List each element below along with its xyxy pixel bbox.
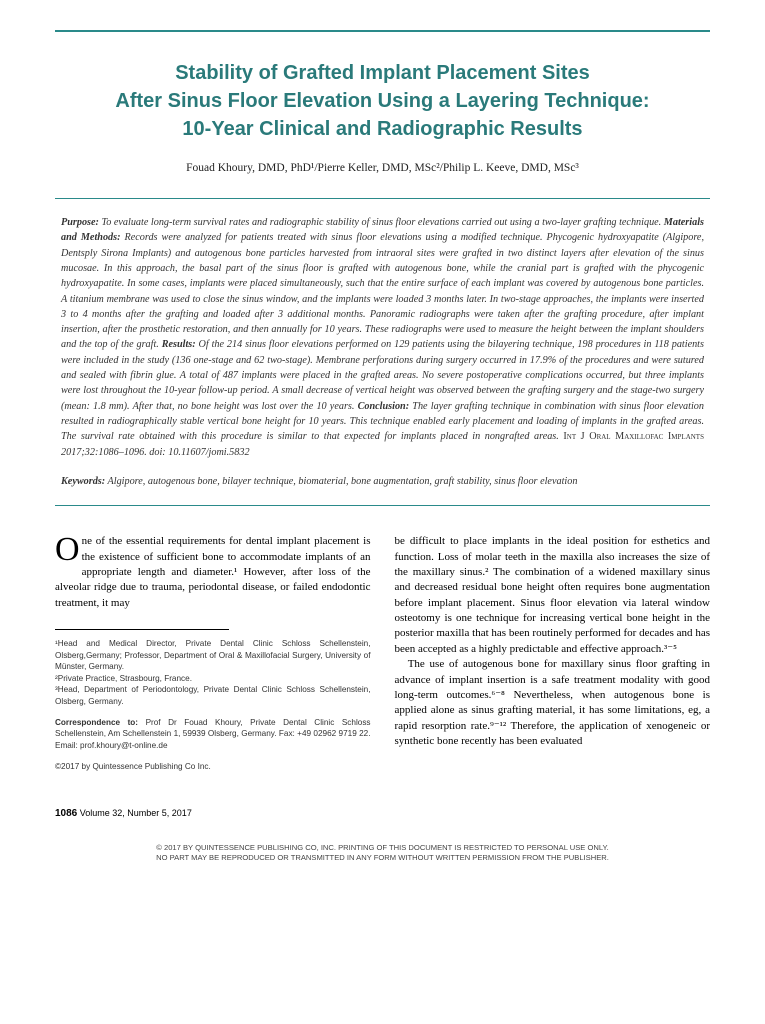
methods-text: Records were analyzed for patients treat… — [61, 232, 704, 350]
keywords-label: Keywords: — [61, 476, 105, 487]
title-line-3: 10-Year Clinical and Radiographic Result… — [55, 116, 710, 142]
affil-3: ³Head, Department of Periodontology, Pri… — [55, 684, 371, 707]
copyright-small: ©2017 by Quintessence Publishing Co Inc. — [55, 761, 371, 772]
title-line-2: After Sinus Floor Elevation Using a Laye… — [55, 88, 710, 114]
body-columns: One of the essential requirements for de… — [55, 534, 710, 773]
affil-2: ²Private Practice, Strasbourg, France. — [55, 673, 371, 684]
purpose-label: Purpose: — [61, 217, 99, 228]
intro-paragraph-right-2: The use of autogenous bone for maxillary… — [395, 657, 711, 749]
column-left: One of the essential requirements for de… — [55, 534, 371, 773]
top-rule — [55, 30, 710, 32]
affiliations: ¹Head and Medical Director, Private Dent… — [55, 638, 371, 707]
article-title: Stability of Grafted Implant Placement S… — [55, 60, 710, 142]
footer-copyright-line1: © 2017 BY QUINTESSENCE PUBLISHING CO, IN… — [55, 843, 710, 853]
correspondence-label: Correspondence to: — [55, 718, 138, 727]
footer-copyright-line2: NO PART MAY BE REPRODUCED OR TRANSMITTED… — [55, 853, 710, 863]
authors-line: Fouad Khoury, DMD, PhD¹/Pierre Keller, D… — [55, 160, 710, 176]
title-line-1: Stability of Grafted Implant Placement S… — [55, 60, 710, 86]
conclusion-label: Conclusion: — [358, 401, 410, 412]
intro-text-left: ne of the essential requirements for den… — [55, 535, 371, 609]
abstract-text: Purpose: To evaluate long-term survival … — [61, 215, 704, 460]
dropcap: O — [55, 534, 82, 565]
journal-page: Stability of Grafted Implant Placement S… — [0, 0, 765, 883]
affil-1: ¹Head and Medical Director, Private Dent… — [55, 638, 371, 672]
intro-paragraph-right-1: be difficult to place implants in the id… — [395, 534, 711, 657]
purpose-text: To evaluate long-term survival rates and… — [99, 217, 664, 228]
correspondence: Correspondence to: Prof Dr Fouad Khoury,… — [55, 717, 371, 751]
footer-copyright: © 2017 BY QUINTESSENCE PUBLISHING CO, IN… — [55, 843, 710, 863]
page-number: 1086 — [55, 808, 77, 819]
citation-journal: Int J Oral Maxillofac Implants — [563, 431, 704, 442]
affiliation-rule — [55, 629, 229, 630]
intro-paragraph-left: One of the essential requirements for de… — [55, 534, 371, 611]
issue-info: Volume 32, Number 5, 2017 — [77, 808, 192, 818]
results-label: Results: — [162, 339, 196, 350]
keywords-line: Keywords: Algipore, autogenous bone, bil… — [61, 474, 704, 489]
column-right: be difficult to place implants in the id… — [395, 534, 711, 773]
abstract-box: Purpose: To evaluate long-term survival … — [55, 198, 710, 506]
footer-page-info: 1086 Volume 32, Number 5, 2017 — [55, 807, 710, 821]
keywords-text: Algipore, autogenous bone, bilayer techn… — [105, 476, 577, 487]
citation-tail: 2017;32:1086–1096. doi: 10.11607/jomi.58… — [61, 447, 250, 458]
